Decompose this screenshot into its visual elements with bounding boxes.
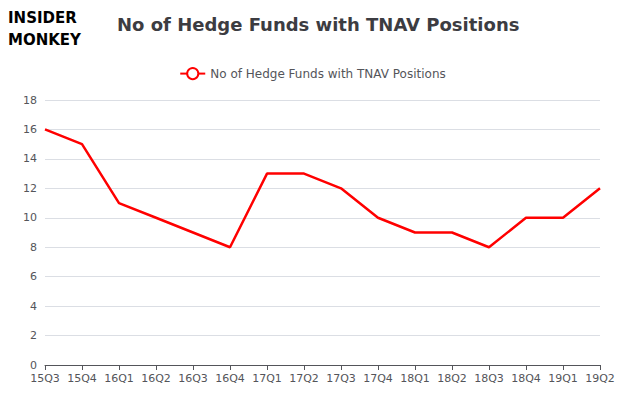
- svg-text:15Q3: 15Q3: [30, 372, 60, 385]
- svg-text:16Q4: 16Q4: [215, 372, 245, 385]
- svg-text:16: 16: [23, 123, 37, 136]
- svg-text:18Q1: 18Q1: [400, 372, 430, 385]
- svg-text:16Q3: 16Q3: [178, 372, 208, 385]
- svg-text:No of Hedge Funds with TNAV Po: No of Hedge Funds with TNAV Positions: [210, 67, 446, 81]
- svg-text:16Q2: 16Q2: [141, 372, 171, 385]
- svg-text:2: 2: [30, 329, 37, 342]
- svg-text:14: 14: [23, 152, 37, 165]
- svg-text:19Q1: 19Q1: [548, 372, 578, 385]
- svg-text:18Q4: 18Q4: [511, 372, 541, 385]
- svg-text:19Q2: 19Q2: [585, 372, 615, 385]
- svg-text:10: 10: [23, 211, 37, 224]
- svg-text:0: 0: [30, 359, 37, 372]
- svg-text:12: 12: [23, 182, 37, 195]
- svg-text:15Q4: 15Q4: [67, 372, 97, 385]
- svg-text:17Q3: 17Q3: [326, 372, 356, 385]
- svg-text:18Q2: 18Q2: [437, 372, 467, 385]
- svg-text:INSIDER: INSIDER: [8, 9, 77, 27]
- svg-text:MONKEY: MONKEY: [8, 31, 82, 49]
- svg-text:No of Hedge Funds with TNAV Po: No of Hedge Funds with TNAV Positions: [117, 14, 519, 35]
- svg-text:17Q1: 17Q1: [252, 372, 282, 385]
- svg-text:8: 8: [30, 241, 37, 254]
- svg-text:17Q4: 17Q4: [363, 372, 393, 385]
- svg-text:17Q2: 17Q2: [289, 372, 319, 385]
- svg-text:6: 6: [30, 270, 37, 283]
- svg-text:18: 18: [23, 94, 37, 107]
- svg-text:16Q1: 16Q1: [104, 372, 134, 385]
- svg-text:4: 4: [30, 300, 37, 313]
- svg-text:18Q3: 18Q3: [474, 372, 504, 385]
